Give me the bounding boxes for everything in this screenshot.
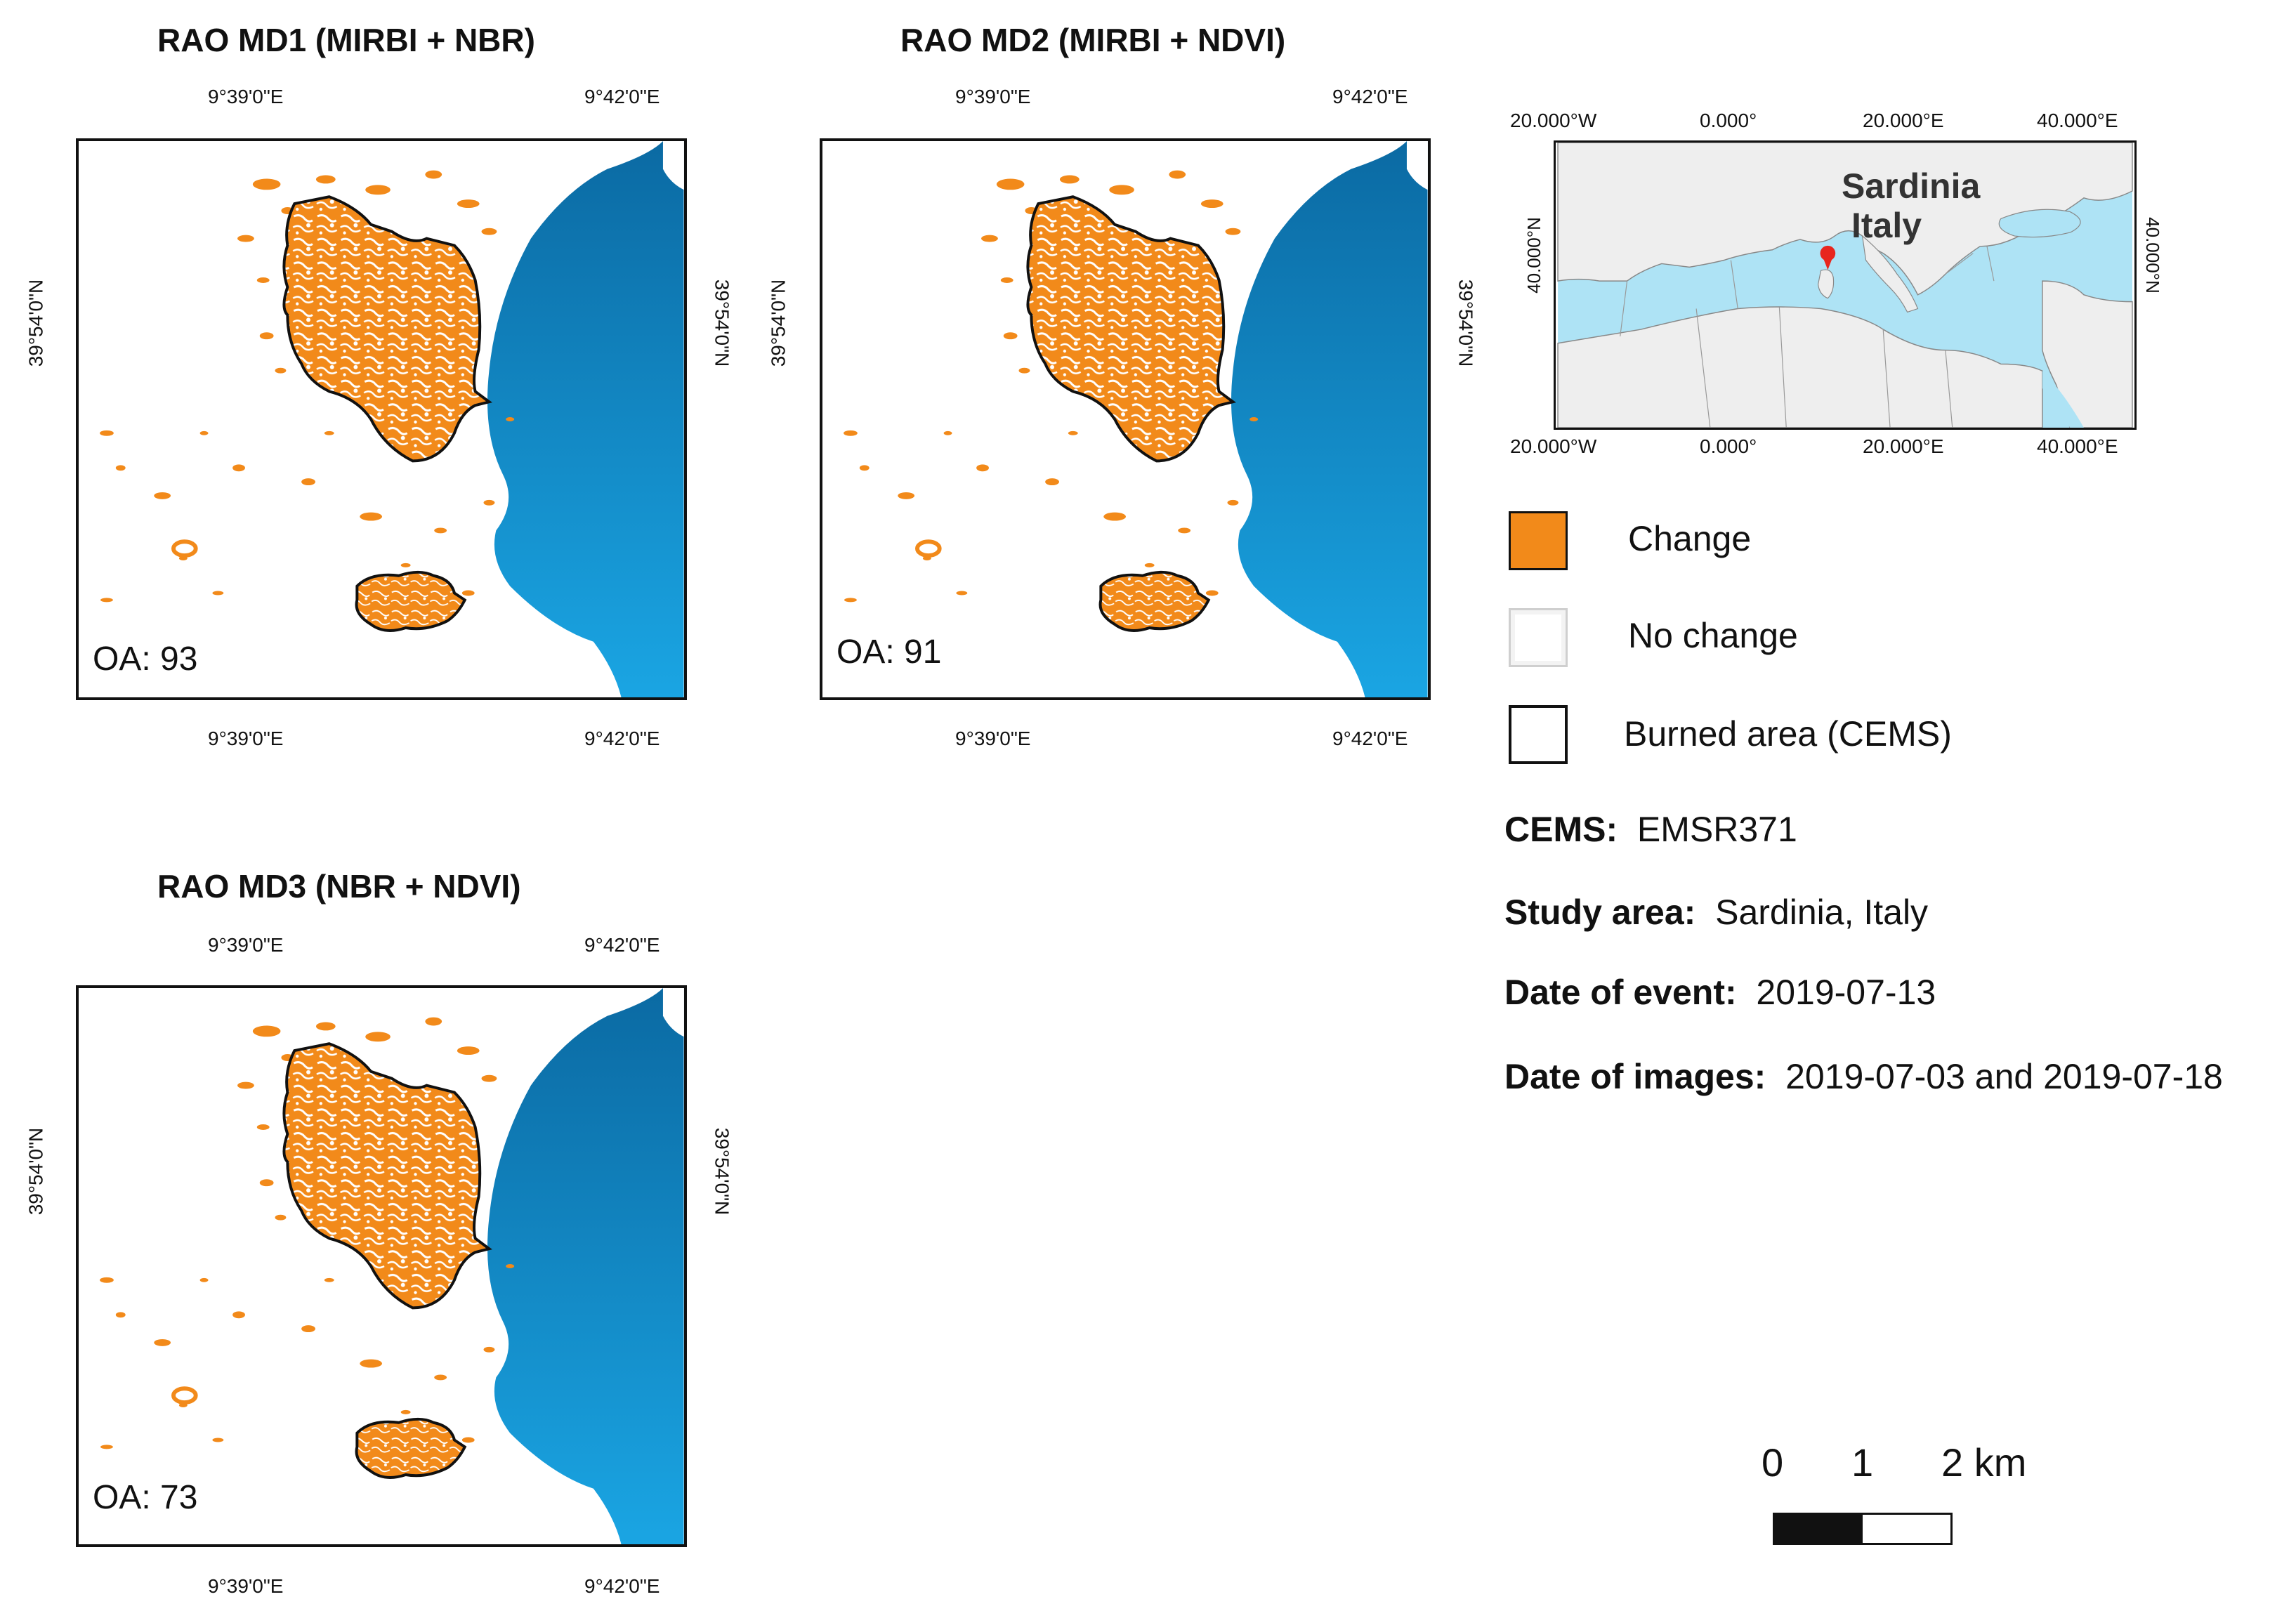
info-event-key: Date of event: bbox=[1504, 973, 1737, 1012]
info-cems: CEMS: EMSR371 bbox=[1504, 809, 1797, 850]
scale-label-0: 0 bbox=[1762, 1440, 1784, 1485]
panel-1-oa-label: OA: 93 bbox=[93, 640, 198, 678]
inset-bottom-lon-1: 20.000°W bbox=[1510, 435, 1597, 457]
legend-label-change: Change bbox=[1628, 519, 1752, 558]
inset-top-lon-1: 20.000°W bbox=[1510, 110, 1597, 131]
panel-2-oa-label: OA: 91 bbox=[837, 633, 942, 671]
inset-place-italy: Italy bbox=[1851, 206, 1922, 245]
panel-2-left-lat: 39°54'0"N bbox=[767, 279, 789, 367]
panel-2-bottom-lon-2: 9°42'0"E bbox=[1332, 728, 1408, 749]
panel-1-bottom-lon-2: 9°42'0"E bbox=[584, 728, 660, 749]
info-event-value: 2019-07-13 bbox=[1756, 973, 1936, 1012]
panel-1-left-lat: 39°54'0"N bbox=[25, 279, 47, 367]
panel-3-title: RAO MD3 (NBR + NDVI) bbox=[157, 868, 521, 905]
inset-top-lon-2: 0.000° bbox=[1700, 110, 1757, 131]
info-study-area: Study area: Sardinia, Italy bbox=[1504, 892, 1928, 933]
scale-bar-white-segment bbox=[1863, 1515, 1950, 1543]
scale-label-1: 1 bbox=[1851, 1440, 1874, 1485]
panel-2-bottom-lon-1: 9°39'0"E bbox=[955, 728, 1031, 749]
info-date-event: Date of event: 2019-07-13 bbox=[1504, 972, 1936, 1013]
info-cems-key: CEMS: bbox=[1504, 810, 1618, 849]
info-study-value: Sardinia, Italy bbox=[1715, 893, 1929, 932]
panel-2-top-lon-1: 9°39'0"E bbox=[955, 86, 1031, 107]
info-date-images: Date of images: 2019-07-03 and 2019-07-1… bbox=[1504, 1056, 2223, 1097]
location-marker bbox=[1820, 245, 1836, 270]
inset-bottom-lon-4: 40.000°E bbox=[2037, 435, 2118, 457]
panel-3-oa-label: OA: 73 bbox=[93, 1479, 198, 1516]
panel-1-top-lon-2: 9°42'0"E bbox=[584, 86, 660, 107]
panel-3-top-lon-1: 9°39'0"E bbox=[208, 934, 284, 956]
inset-top-lon-3: 20.000°E bbox=[1863, 110, 1944, 131]
panel-3-map[interactable]: OA: 73 bbox=[76, 985, 687, 1547]
panel-3-right-lat: 39°54'0"N bbox=[711, 1127, 733, 1216]
inset-left-lat: 40.000°N bbox=[1523, 217, 1544, 294]
inset-map-graphic bbox=[1557, 143, 2133, 428]
scale-bar bbox=[1773, 1513, 1953, 1545]
panel-3-bottom-lon-2: 9°42'0"E bbox=[584, 1575, 660, 1597]
panel-1-map[interactable]: OA: 93 bbox=[76, 138, 687, 700]
panel-2-map-graphic bbox=[822, 141, 1428, 697]
legend-label-no-change: No change bbox=[1628, 616, 1798, 655]
panel-1-title: RAO MD1 (MIRBI + NBR) bbox=[157, 22, 535, 58]
panel-2-map[interactable]: OA: 91 bbox=[820, 138, 1431, 700]
panel-2-top-lon-2: 9°42'0"E bbox=[1332, 86, 1408, 107]
panel-3-map-graphic bbox=[79, 988, 684, 1544]
legend-swatch-burned-area bbox=[1509, 705, 1568, 764]
panel-1-bottom-lon-1: 9°39'0"E bbox=[208, 728, 284, 749]
info-study-key: Study area: bbox=[1504, 893, 1696, 932]
inset-map[interactable] bbox=[1554, 140, 2137, 430]
info-cems-value: EMSR371 bbox=[1636, 810, 1797, 849]
panel-3-bottom-lon-1: 9°39'0"E bbox=[208, 1575, 284, 1597]
panel-1-map-graphic bbox=[79, 141, 684, 697]
inset-bottom-lon-2: 0.000° bbox=[1700, 435, 1757, 457]
inset-right-lat: 40.000°N bbox=[2141, 217, 2163, 294]
inset-top-lon-4: 40.000°E bbox=[2037, 110, 2118, 131]
legend-swatch-no-change bbox=[1509, 608, 1568, 667]
panel-2-right-lat: 39°54'0"N bbox=[1455, 279, 1477, 367]
panel-3-top-lon-2: 9°42'0"E bbox=[584, 934, 660, 956]
inset-place-sardinia: Sardinia bbox=[1842, 166, 1981, 206]
panel-2-title: RAO MD2 (MIRBI + NDVI) bbox=[900, 22, 1286, 58]
info-images-key: Date of images: bbox=[1504, 1057, 1766, 1096]
legend-swatch-change bbox=[1509, 511, 1568, 570]
panel-3-left-lat: 39°54'0"N bbox=[25, 1127, 47, 1216]
legend-label-burned-area: Burned area (CEMS) bbox=[1624, 714, 1952, 754]
scale-label-2: 2 km bbox=[1941, 1440, 2027, 1485]
panel-1-top-lon-1: 9°39'0"E bbox=[208, 86, 284, 107]
panel-1-right-lat: 39°54'0"N bbox=[711, 279, 733, 367]
info-images-value: 2019-07-03 and 2019-07-18 bbox=[1785, 1057, 2223, 1096]
scale-bar-black-segment bbox=[1775, 1515, 1863, 1543]
inset-bottom-lon-3: 20.000°E bbox=[1863, 435, 1944, 457]
